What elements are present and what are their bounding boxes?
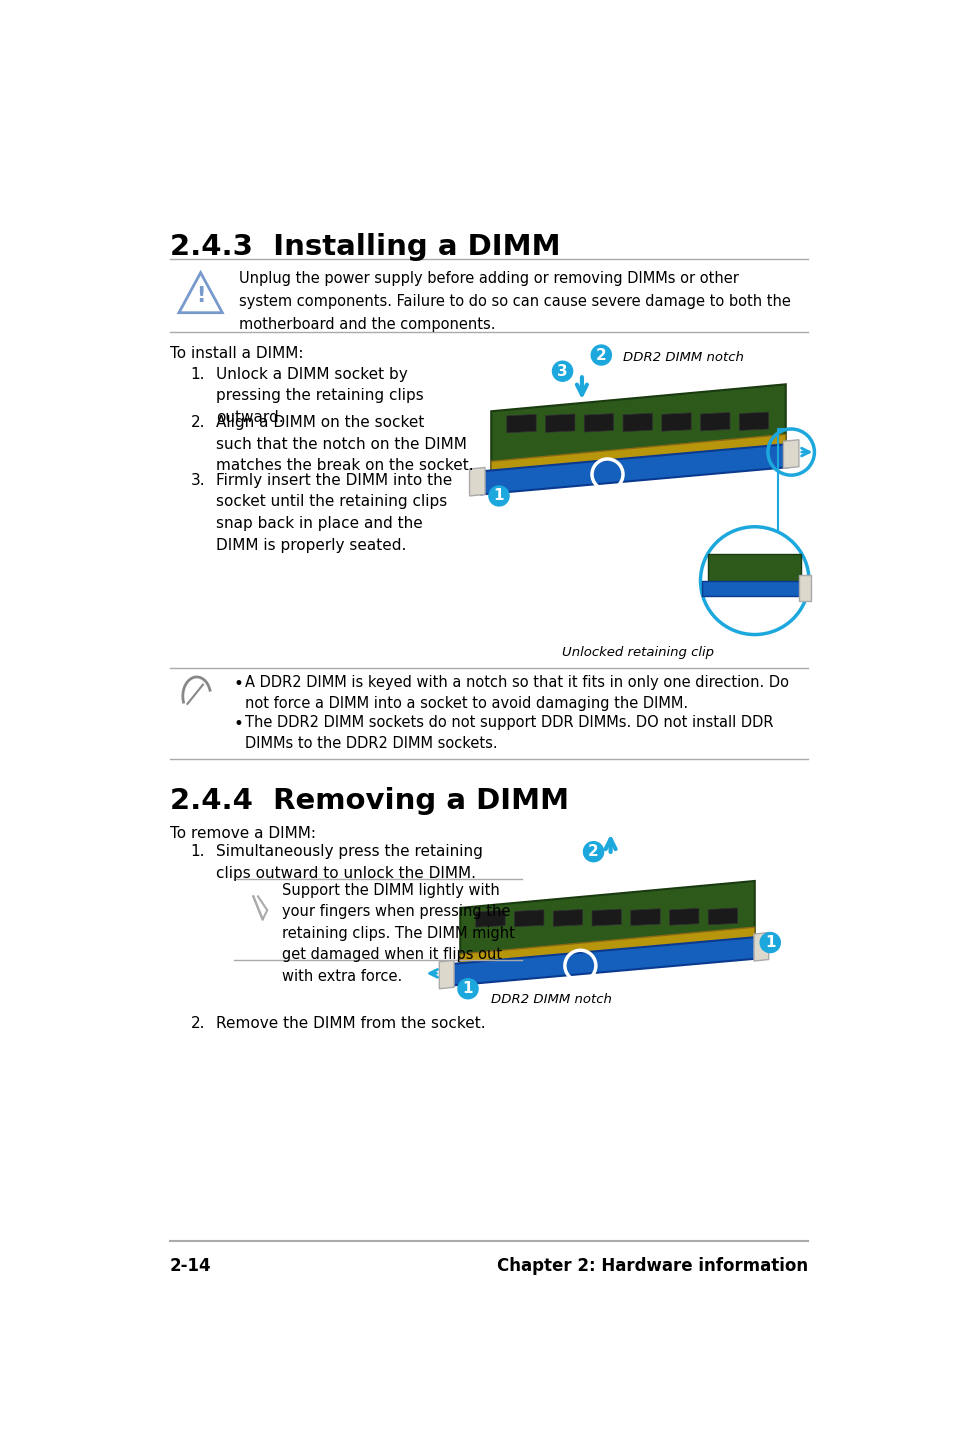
Polygon shape [553, 909, 582, 926]
Polygon shape [459, 881, 754, 979]
Text: 2-14: 2-14 [170, 1257, 211, 1274]
Polygon shape [669, 909, 699, 925]
Text: 2.4.3  Installing a DIMM: 2.4.3 Installing a DIMM [170, 233, 559, 260]
Text: Unplug the power supply before adding or removing DIMMs or other
system componen: Unplug the power supply before adding or… [239, 272, 790, 332]
Polygon shape [545, 414, 575, 433]
Polygon shape [583, 414, 613, 431]
Polygon shape [753, 933, 768, 961]
Text: !: ! [195, 286, 205, 306]
Polygon shape [701, 581, 806, 597]
Circle shape [760, 933, 780, 952]
Text: Support the DIMM lightly with
your fingers when pressing the
retaining clips. Th: Support the DIMM lightly with your finge… [282, 883, 515, 984]
Text: The DDR2 DIMM sockets do not support DDR DIMMs. DO not install DDR
DIMMs to the : The DDR2 DIMM sockets do not support DDR… [245, 715, 773, 751]
Circle shape [583, 841, 603, 861]
Text: Unlocked retaining clip: Unlocked retaining clip [562, 646, 714, 659]
Polygon shape [707, 907, 737, 925]
Polygon shape [506, 414, 536, 433]
Text: •: • [233, 674, 244, 693]
Text: •: • [233, 715, 244, 732]
Polygon shape [480, 443, 793, 495]
Text: 2: 2 [596, 348, 606, 362]
Text: 1: 1 [764, 935, 775, 951]
Text: Remove the DIMM from the socket.: Remove the DIMM from the socket. [216, 1015, 485, 1031]
Circle shape [700, 526, 808, 634]
Polygon shape [450, 936, 763, 985]
Text: 2: 2 [588, 844, 598, 858]
Polygon shape [661, 413, 691, 431]
Text: 2.: 2. [191, 1015, 205, 1031]
Polygon shape [630, 909, 659, 926]
Polygon shape [491, 434, 785, 480]
Polygon shape [459, 928, 754, 974]
Polygon shape [476, 910, 505, 928]
Circle shape [591, 345, 611, 365]
Text: DDR2 DIMM notch: DDR2 DIMM notch [491, 992, 612, 1005]
Polygon shape [514, 910, 543, 926]
Polygon shape [739, 413, 768, 430]
Polygon shape [798, 575, 810, 601]
Polygon shape [782, 440, 798, 469]
Text: To install a DIMM:: To install a DIMM: [170, 345, 303, 361]
Polygon shape [469, 467, 484, 496]
Text: 3.: 3. [191, 473, 205, 487]
Polygon shape [700, 413, 729, 431]
Text: A DDR2 DIMM is keyed with a notch so that it fits in only one direction. Do
not : A DDR2 DIMM is keyed with a notch so tha… [245, 674, 788, 712]
Text: 2.: 2. [191, 416, 205, 430]
Text: Simultaneously press the retaining
clips outward to unlock the DIMM.: Simultaneously press the retaining clips… [216, 844, 482, 880]
Circle shape [488, 486, 509, 506]
Text: Firmly insert the DIMM into the
socket until the retaining clips
snap back in pl: Firmly insert the DIMM into the socket u… [216, 473, 452, 552]
Text: DDR2 DIMM notch: DDR2 DIMM notch [622, 351, 743, 364]
Circle shape [552, 361, 572, 381]
Text: 1.: 1. [191, 844, 205, 858]
Text: To remove a DIMM:: To remove a DIMM: [170, 825, 315, 841]
Polygon shape [707, 554, 801, 588]
Polygon shape [592, 909, 620, 926]
Text: Align a DIMM on the socket
such that the notch on the DIMM
matches the break on : Align a DIMM on the socket such that the… [216, 416, 474, 473]
Text: 3: 3 [557, 364, 567, 378]
Text: 1: 1 [494, 489, 504, 503]
Polygon shape [439, 961, 454, 989]
Polygon shape [622, 413, 652, 431]
Text: Chapter 2: Hardware information: Chapter 2: Hardware information [497, 1257, 807, 1274]
Text: 1: 1 [462, 981, 473, 997]
Text: Unlock a DIMM socket by
pressing the retaining clips
outward.: Unlock a DIMM socket by pressing the ret… [216, 367, 423, 424]
Circle shape [457, 979, 477, 999]
Text: 1.: 1. [191, 367, 205, 381]
Polygon shape [491, 384, 785, 486]
Text: 2.4.4  Removing a DIMM: 2.4.4 Removing a DIMM [170, 787, 568, 815]
